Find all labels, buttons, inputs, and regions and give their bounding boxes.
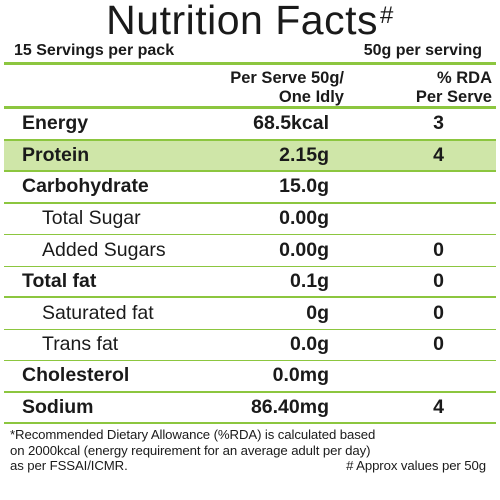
row-energy: Energy 68.5kcal 3 — [4, 109, 496, 141]
row-carbohydrate: Carbohydrate 15.0g — [4, 172, 496, 204]
row-saturated-fat: Saturated fat 0g 0 — [4, 298, 496, 330]
row-added-sugars: Added Sugars 0.00g 0 — [4, 235, 496, 267]
row-total-fat: Total fat 0.1g 0 — [4, 267, 496, 298]
column-headers: Per Serve 50g/ One Idly % RDA Per Serve — [4, 65, 496, 109]
serving-size: 50g per serving — [363, 42, 482, 59]
nutrient-rda: 4 — [433, 143, 444, 166]
servings-row: 15 Servings per pack 50g per serving — [4, 40, 496, 65]
nutrient-value: 0.1g — [289, 269, 329, 292]
row-total-sugar: Total Sugar 0.00g — [4, 204, 496, 235]
nutrient-rda: 0 — [433, 333, 444, 356]
nutrient-value: 0.00g — [279, 207, 329, 230]
footnote: *Recommended Dietary Allowance (%RDA) is… — [4, 424, 496, 474]
title-mark: # — [379, 2, 394, 29]
row-sodium: Sodium 86.40mg 4 — [4, 393, 496, 424]
row-trans-fat: Trans fat 0.0g 0 — [4, 330, 496, 361]
nutrient-value: 0.0g — [289, 333, 329, 356]
nutrient-value: 0g — [306, 301, 329, 324]
per-serve-line-1: Per Serve 50g/ — [230, 69, 344, 87]
nutrient-name: Cholesterol — [22, 364, 130, 387]
rda-line-1: % RDA — [436, 69, 492, 87]
nutrient-value: 2.15g — [279, 143, 329, 166]
nutrient-name: Trans fat — [42, 333, 119, 356]
nutrient-rda: 3 — [433, 112, 444, 135]
footnote-last-line: as per FSSAI/ICMR. # Approx values per 5… — [10, 458, 490, 474]
footnote-line-3: as per FSSAI/ICMR. — [10, 458, 128, 473]
column-header-rda: % RDA Per Serve — [344, 67, 494, 106]
nutrient-name: Sodium — [22, 395, 94, 418]
nutrient-name: Protein — [22, 143, 90, 166]
nutrient-rda: 0 — [433, 238, 444, 261]
rda-line-2: Per Serve — [415, 88, 492, 106]
label-title: Nutrition Facts# — [4, 0, 496, 43]
row-protein: Protein 2.15g 4 — [4, 140, 496, 172]
footnote-line-2: on 2000kcal (energy requirement for an a… — [10, 442, 371, 458]
nutrient-name: Energy — [22, 112, 89, 135]
nutrient-rda: 4 — [433, 395, 444, 418]
nutrient-name: Saturated fat — [42, 301, 154, 324]
nutrient-name: Total fat — [22, 269, 97, 292]
nutrient-name: Total Sugar — [42, 207, 141, 230]
column-header-nutrient — [4, 67, 194, 106]
footnote-line-1: *Recommended Dietary Allowance (%RDA) is… — [10, 427, 376, 442]
nutrient-value: 0.00g — [279, 238, 329, 261]
row-cholesterol: Cholesterol 0.0mg — [4, 361, 496, 393]
nutrient-value: 15.0g — [279, 175, 329, 198]
column-header-per-serve: Per Serve 50g/ One Idly — [194, 67, 344, 106]
per-serve-line-2: One Idly — [278, 88, 344, 106]
nutrient-rda: 0 — [433, 269, 444, 292]
nutrient-name: Added Sugars — [42, 238, 166, 261]
nutrient-value: 86.40mg — [250, 395, 329, 418]
nutrient-name: Carbohydrate — [22, 175, 149, 198]
nutrient-value: 68.5kcal — [253, 112, 329, 135]
nutrient-value: 0.0mg — [272, 364, 329, 387]
nutrient-rda: 0 — [433, 301, 444, 324]
footnote-approx: # Approx values per 50g — [346, 458, 486, 473]
title-text: Nutrition Facts — [106, 0, 378, 43]
servings-per-pack: 15 Servings per pack — [14, 42, 175, 59]
